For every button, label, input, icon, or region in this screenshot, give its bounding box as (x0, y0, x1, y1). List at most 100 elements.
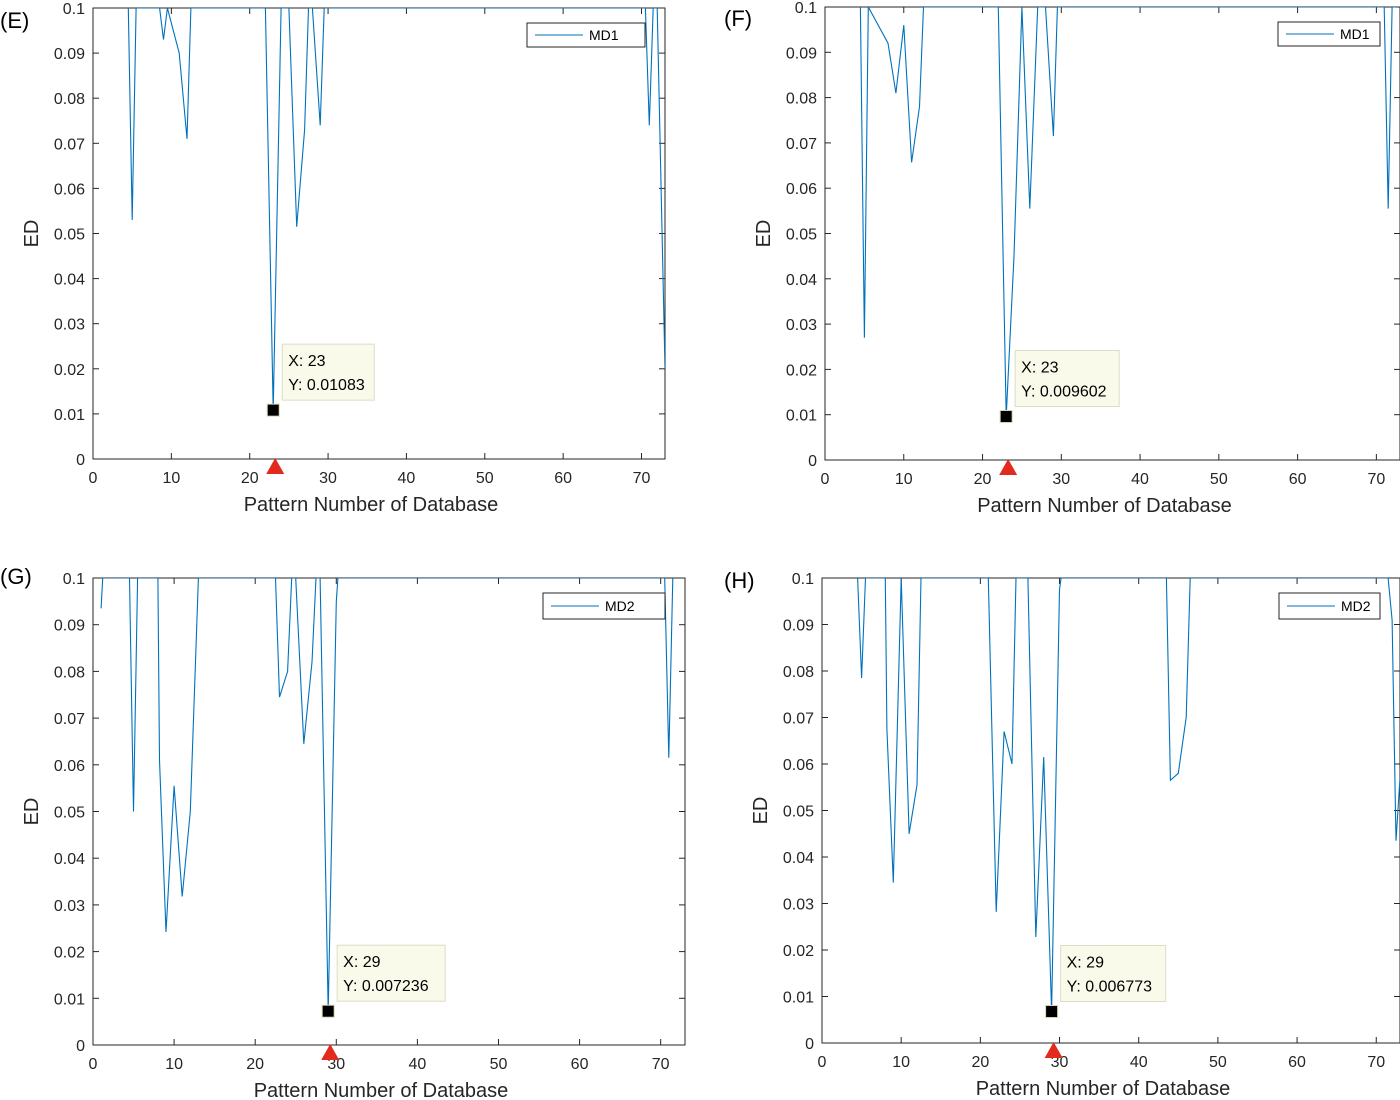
highlight-arrow-icon (1044, 1042, 1063, 1058)
datatip-box (1060, 945, 1167, 1003)
x-tick-label: 40 (1130, 1054, 1148, 1071)
y-tick-label: 0 (805, 1036, 814, 1053)
panel-label: (F) (724, 6, 752, 31)
x-tick-label: 20 (971, 1054, 989, 1071)
y-tick-label: 0.1 (792, 571, 814, 588)
x-axis-title: Pattern Number of Database (254, 1080, 509, 1100)
y-axis-title: ED (750, 797, 772, 825)
legend: MD1 (1277, 21, 1381, 47)
datatip-y-text: Y: 0.01083 (288, 377, 365, 394)
x-tick-label: 70 (633, 470, 651, 487)
chart-panel-3: (G) 0 10 20 30 40 50 60 70 0 0.01 0.02 0.03 0.04 0.05 0… (0, 564, 686, 1100)
datatip-x-text: X: 23 (1021, 360, 1058, 377)
y-tick-label: 0.07 (54, 711, 85, 728)
panel-label: (H) (724, 568, 755, 593)
x-tick-label: 40 (408, 1056, 426, 1073)
x-tick-label: 60 (571, 1056, 589, 1073)
highlight-arrow-icon (321, 1044, 340, 1060)
panel-label: (E) (0, 8, 29, 33)
x-tick-label: 60 (1289, 471, 1307, 488)
axes-box (92, 7, 666, 460)
x-tick-label: 10 (162, 470, 180, 487)
legend: MD1 (526, 22, 646, 48)
x-axis-title: Pattern Number of Database (977, 495, 1232, 517)
y-tick-label: 0.1 (63, 1, 85, 18)
y-tick-label: 0.1 (63, 571, 85, 588)
x-tick-label: 60 (554, 470, 572, 487)
x-tick-label: 10 (892, 1054, 910, 1071)
x-tick-label: 0 (89, 470, 98, 487)
datatip-y-text: Y: 0.006773 (1067, 979, 1153, 996)
y-tick-label: 0.04 (786, 272, 817, 289)
y-tick-label: 0.03 (54, 898, 85, 915)
y-tick-label: 0.02 (54, 362, 85, 379)
datatip-x-text: X: 29 (1067, 955, 1104, 972)
x-axis-title: Pattern Number of Database (244, 494, 499, 516)
legend-entry-label: MD1 (1340, 26, 1370, 42)
x-tick-label: 10 (895, 471, 913, 488)
y-tick-label: 0.09 (786, 45, 817, 62)
chart-panel-2: (F) 0 10 20 30 40 50 60 70 0 0.01 0.02 0.03 0.04 0.05 0… (724, 0, 1400, 517)
y-tick-label: 0.07 (783, 711, 814, 728)
datatip-box (1014, 350, 1120, 408)
legend: MD2 (1278, 592, 1381, 620)
datatip[interactable]: X: 23 Y: 0.01083 (281, 343, 375, 401)
x-tick-label: 60 (1288, 1054, 1306, 1071)
y-tick-label: 0.06 (54, 181, 85, 198)
y-tick-label: 0.05 (54, 805, 85, 822)
datatip-x-text: X: 23 (288, 353, 325, 370)
y-tick-label: 0.03 (786, 317, 817, 334)
y-tick-label: 0.06 (783, 757, 814, 774)
y-tick-label: 0.03 (783, 897, 814, 914)
y-tick-label: 0.04 (54, 272, 85, 289)
x-tick-label: 10 (165, 1056, 183, 1073)
series-line-md1 (127, 8, 665, 411)
legend-entry-label: MD2 (605, 598, 635, 614)
x-tick-label: 0 (818, 1054, 827, 1071)
chart-panel-1: (E) 0 10 20 30 40 50 60 70 0 0.01 0.02 0.03 0.04 0.05 0… (0, 1, 666, 516)
y-tick-label: 0.05 (54, 227, 85, 244)
x-tick-label: 20 (241, 470, 259, 487)
x-tick-label: 30 (327, 1056, 345, 1073)
datatip[interactable]: X: 29 Y: 0.006773 (1060, 945, 1167, 1003)
x-tick-label: 30 (1052, 471, 1070, 488)
y-tick-label: 0.01 (786, 408, 817, 425)
x-tick-label: 20 (974, 471, 992, 488)
y-tick-label: 0.08 (54, 91, 85, 108)
chart-panel-4: (H) 0 10 20 30 40 50 60 70 0 0.01 0.02 0.03 0.04 0.05 0… (724, 568, 1400, 1100)
y-tick-label: 0.1 (795, 0, 817, 17)
y-axis-title: ED (21, 798, 43, 826)
datatip-marker[interactable] (266, 403, 280, 417)
series-line-md1 (859, 7, 1397, 417)
y-tick-label: 0.05 (786, 227, 817, 244)
y-tick-label: 0 (808, 453, 817, 470)
x-tick-label: 40 (1131, 471, 1149, 488)
y-tick-label: 0.06 (54, 758, 85, 775)
y-tick-label: 0.01 (54, 991, 85, 1008)
x-tick-label: 20 (246, 1056, 264, 1073)
datatip-marker[interactable] (999, 410, 1013, 424)
y-tick-label: 0.02 (54, 945, 85, 962)
datatip-y-text: Y: 0.007236 (343, 978, 429, 995)
y-tick-label: 0.06 (786, 181, 817, 198)
datatip[interactable]: X: 23 Y: 0.009602 (1014, 350, 1120, 408)
datatip-x-text: X: 29 (343, 954, 380, 971)
y-tick-label: 0 (76, 1038, 85, 1055)
y-tick-label: 0.01 (783, 990, 814, 1007)
x-tick-label: 0 (89, 1056, 98, 1073)
y-tick-label: 0.09 (54, 618, 85, 635)
datatip-marker[interactable] (321, 1004, 335, 1018)
y-tick-label: 0.08 (54, 664, 85, 681)
legend: MD2 (542, 592, 666, 620)
highlight-arrow-icon (266, 458, 285, 474)
datatip-marker[interactable] (1045, 1005, 1059, 1019)
y-tick-label: 0.09 (783, 618, 814, 635)
x-tick-label: 50 (1209, 1054, 1227, 1071)
y-tick-label: 0.05 (783, 804, 814, 821)
y-tick-label: 0.03 (54, 317, 85, 334)
y-tick-label: 0.04 (783, 850, 814, 867)
x-tick-label: 40 (398, 470, 416, 487)
datatip-y-text: Y: 0.009602 (1021, 384, 1107, 401)
datatip[interactable]: X: 29 Y: 0.007236 (336, 944, 446, 1002)
